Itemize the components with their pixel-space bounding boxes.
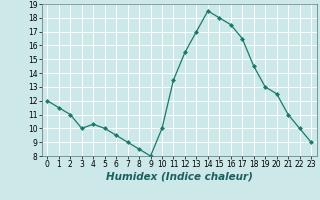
X-axis label: Humidex (Indice chaleur): Humidex (Indice chaleur) [106,172,252,182]
